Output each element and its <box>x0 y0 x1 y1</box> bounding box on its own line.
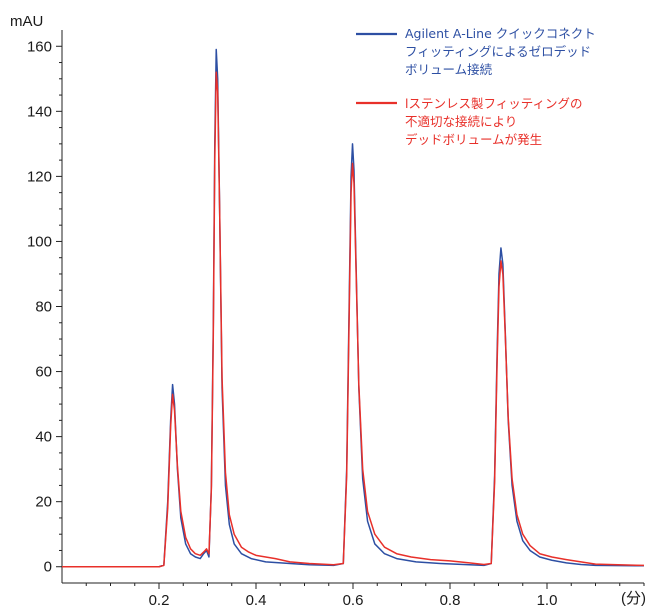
y-tick-label: 140 <box>27 103 52 120</box>
series-line-blue <box>62 48 645 568</box>
x-tick-label: 0.6 <box>343 592 364 609</box>
x-ticks: 0.2 0.4 0.6 0.8 1.0 <box>85 583 645 609</box>
y-tick-label: 100 <box>27 233 52 250</box>
x-tick-label: 0.4 <box>246 592 267 609</box>
legend-label-red: lステンレス製フィッティングの 不適切な接続により デッドボリュームが発生 <box>405 96 586 147</box>
y-tick-label: 80 <box>35 299 52 316</box>
x-tick-label: 0.2 <box>149 592 170 609</box>
x-axis-label: (分) <box>621 590 646 607</box>
series-line-red <box>62 71 645 568</box>
y-tick-label: 160 <box>27 38 52 55</box>
y-tick-label: 40 <box>35 429 52 446</box>
y-tick-label: 120 <box>27 168 52 185</box>
legend-label-blue: Agilent A-Line クイックコネクト フィッティングによるゼロデッド … <box>405 26 600 77</box>
y-tick-label: 60 <box>35 364 52 381</box>
x-tick-label: 0.8 <box>440 592 461 609</box>
y-tick-label: 20 <box>35 494 52 511</box>
y-axis-label: mAU <box>10 13 43 30</box>
y-tick-label: 0 <box>44 559 52 576</box>
x-tick-label: 1.0 <box>537 592 558 609</box>
legend: Agilent A-Line クイックコネクト フィッティングによるゼロデッド … <box>356 26 600 147</box>
y-ticks: 0 20 40 60 80 100 120 140 160 <box>27 38 62 576</box>
series-layer <box>62 48 645 568</box>
